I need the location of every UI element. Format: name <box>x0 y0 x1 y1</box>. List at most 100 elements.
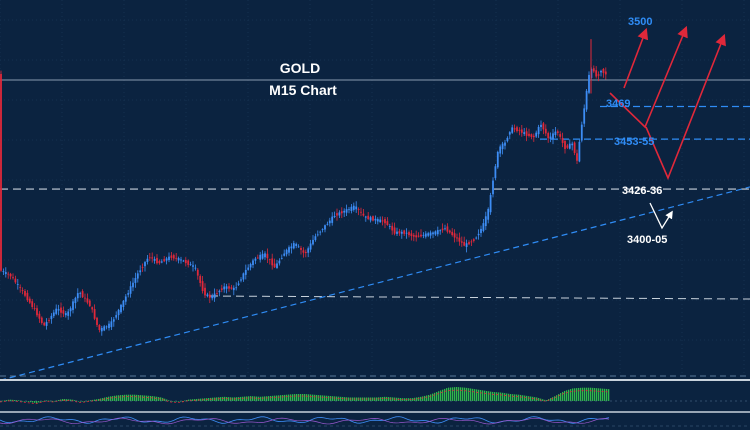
candle-body <box>604 71 607 75</box>
macd-bar <box>384 396 386 401</box>
candle-body <box>2 271 5 273</box>
candle-body <box>170 255 173 258</box>
candle-body <box>259 254 262 260</box>
macd-bar <box>516 394 518 401</box>
projection-arrow-red <box>645 33 726 181</box>
candle-body <box>583 108 586 124</box>
macd-bar <box>576 388 578 401</box>
macd-bar <box>490 391 492 401</box>
macd-bar <box>444 388 446 401</box>
candle-body <box>475 237 478 239</box>
trendline-group <box>0 186 750 381</box>
macd-bar <box>314 394 316 401</box>
macd-bar <box>508 393 510 401</box>
candle-body <box>184 259 187 264</box>
macd-bar <box>276 395 278 401</box>
macd-bar <box>450 387 452 401</box>
candle-body <box>182 260 185 262</box>
candle-body <box>24 290 26 296</box>
candle-body <box>568 143 571 149</box>
macd-bar <box>466 387 468 401</box>
macd-bar <box>392 397 394 401</box>
candle-body <box>300 247 302 250</box>
macd-bar <box>396 397 398 401</box>
macd-bar <box>380 397 382 401</box>
candle-body <box>458 237 461 242</box>
macd-bar <box>352 397 354 401</box>
macd-bar <box>404 398 406 401</box>
macd-bar <box>66 399 68 401</box>
macd-bar <box>148 395 150 401</box>
candle-body <box>429 232 432 236</box>
candle-body <box>38 313 41 319</box>
macd-bar <box>606 388 608 401</box>
level-label-3469: 3469 <box>606 98 630 110</box>
macd-bar <box>458 387 460 401</box>
candle-body <box>201 281 204 292</box>
macd-bar <box>288 394 290 401</box>
macd-bar <box>492 391 494 401</box>
macd-bar <box>146 395 148 401</box>
candle-body <box>134 278 137 283</box>
macd-bar <box>570 389 572 401</box>
macd-bar <box>494 392 496 401</box>
candle-body <box>535 132 538 137</box>
macd-bar <box>110 396 112 401</box>
macd-bar <box>82 401 84 402</box>
macd-bar <box>580 387 582 401</box>
candle-body <box>381 220 384 222</box>
candle-body <box>369 217 372 221</box>
macd-bar <box>368 397 370 401</box>
macd-bar <box>274 395 276 401</box>
macd-bar <box>36 401 38 404</box>
candle-body <box>504 142 506 146</box>
projection-arrows <box>609 25 726 230</box>
candle-body <box>357 209 360 211</box>
projection-arrow-red <box>609 25 688 129</box>
candle-body <box>326 223 329 225</box>
candle-body <box>189 264 192 266</box>
macd-bar <box>560 393 562 401</box>
macd-bar <box>512 394 514 401</box>
candle-body <box>516 127 518 132</box>
candle-body <box>564 140 566 149</box>
macd-bar <box>584 387 586 401</box>
macd-bar <box>238 397 240 401</box>
candle-body <box>108 323 110 328</box>
chart-title: GOLD <box>280 60 320 76</box>
macd-bar <box>348 397 350 401</box>
macd-bar <box>112 396 114 401</box>
macd-bar <box>506 393 508 401</box>
candle-body <box>537 126 540 135</box>
macd-bar <box>40 401 42 402</box>
macd-bar <box>302 394 304 401</box>
candle-body <box>199 276 202 283</box>
macd-bar <box>326 395 328 401</box>
macd-bar <box>116 395 118 401</box>
candle-body <box>115 315 118 318</box>
macd-bar <box>300 394 302 401</box>
candle-body <box>304 251 307 254</box>
macd-bar <box>166 399 168 401</box>
candle-body <box>12 277 14 279</box>
candle-body <box>499 146 502 154</box>
macd-bar <box>320 395 322 401</box>
macd-bar <box>604 388 606 401</box>
candle-body <box>204 287 206 296</box>
macd-bar <box>16 400 18 401</box>
candle-body <box>468 242 470 245</box>
candle-body <box>295 243 298 246</box>
candle-body <box>192 265 194 267</box>
macd-bar <box>328 395 330 401</box>
candle-body <box>376 219 379 222</box>
macd-bar <box>522 395 524 401</box>
indicator-panel <box>0 380 750 430</box>
macd-bar <box>168 400 170 401</box>
macd-bar <box>78 401 80 402</box>
candle-body <box>312 239 314 245</box>
candle-body <box>225 286 228 289</box>
candle-body <box>268 259 271 261</box>
candle-body <box>477 233 480 236</box>
candle-body <box>451 231 454 236</box>
